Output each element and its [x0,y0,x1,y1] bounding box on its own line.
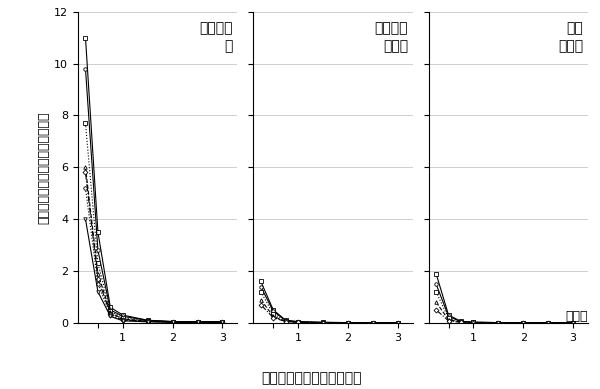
Y-axis label: 日中の咬みしめ回数（回／時間）: 日中の咬みしめ回数（回／時間） [37,111,50,224]
Text: 歯列崩壊
群: 歯列崩壊 群 [199,21,233,53]
Text: （分）: （分） [566,310,588,323]
Text: 若年
対照群: 若年 対照群 [558,21,583,53]
Text: 個々の咬みしめの持続時間: 個々の咬みしめの持続時間 [262,371,362,385]
Text: 年齢適合
対照群: 年齢適合 対照群 [374,21,408,53]
